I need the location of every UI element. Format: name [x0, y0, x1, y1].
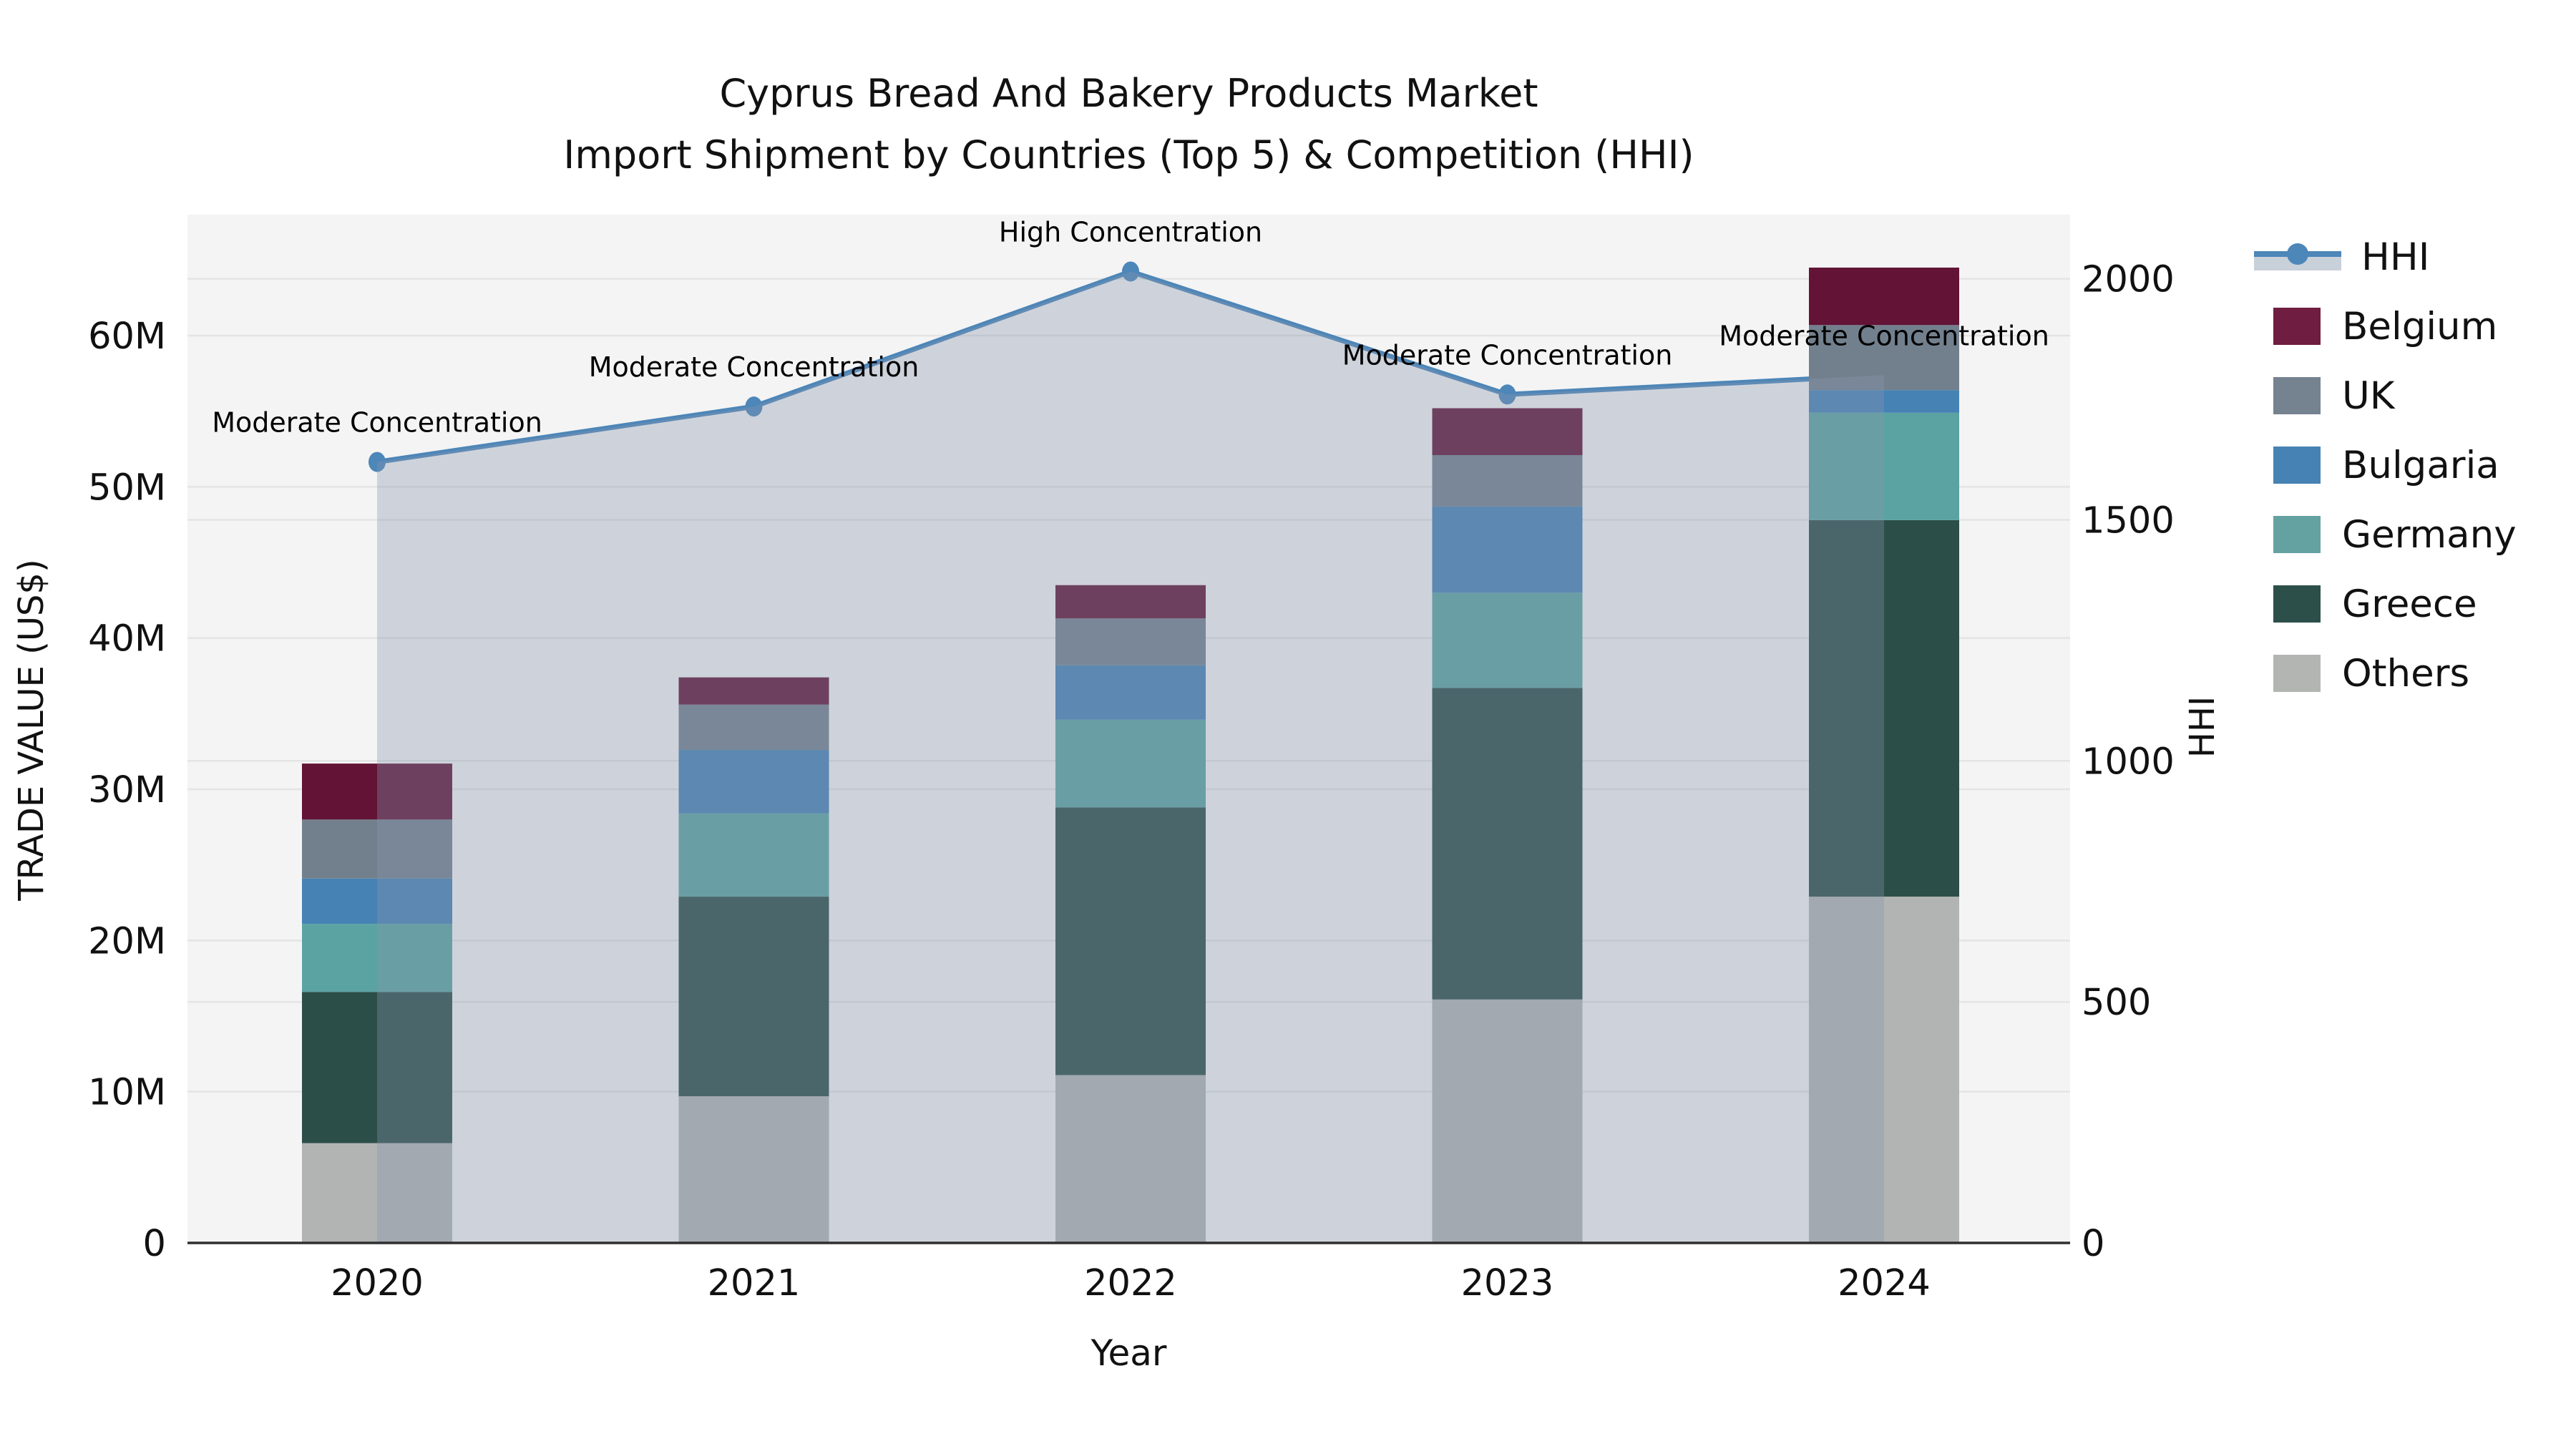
bar-2022: [1055, 585, 1206, 1243]
legend-entry-belgium: Belgium: [2254, 304, 2517, 348]
bar-segment-belgium-2023: [1432, 408, 1583, 456]
hhi-marker: [369, 452, 386, 472]
bar-segment-others-2021: [678, 1096, 829, 1243]
bar-segment-greece-2024: [1809, 519, 1959, 897]
y-left-tick: 10M: [88, 1072, 166, 1114]
y-left-tick: 20M: [88, 920, 166, 962]
legend: HHI Belgium UK Bulgaria Germany Greece Others: [2254, 235, 2517, 723]
bar-2021: [678, 677, 829, 1243]
bar-segment-belgium-2020: [302, 763, 452, 820]
y-right-tick: 1000: [2082, 741, 2175, 783]
bar-segment-others-2023: [1432, 999, 1583, 1243]
bar-2023: [1432, 408, 1583, 1243]
legend-swatch-belgium: [2273, 308, 2321, 345]
bar-segment-germany-2023: [1432, 592, 1583, 688]
y-left-tick: 50M: [88, 467, 166, 509]
x-tick-2021: 2021: [708, 1262, 801, 1304]
legend-label: Germany: [2342, 512, 2517, 557]
bar-segment-germany-2020: [302, 924, 452, 992]
legend-swatch-germany: [2273, 516, 2321, 553]
hhi-line-icon: [2254, 243, 2341, 271]
legend-label: UK: [2342, 374, 2395, 418]
bar-segment-belgium-2022: [1055, 585, 1206, 619]
hhi-marker: [1122, 261, 1139, 282]
x-tick-2020: 2020: [331, 1262, 424, 1304]
legend-entry-greece: Greece: [2254, 582, 2517, 626]
annotation-2023: Moderate Concentration: [1342, 339, 1673, 371]
bar-segment-greece-2021: [678, 897, 829, 1097]
bar-segment-others-2022: [1055, 1075, 1206, 1243]
bar-segment-uk-2022: [1055, 618, 1206, 665]
legend-entry-hhi: HHI: [2254, 235, 2517, 279]
legend-entry-others: Others: [2254, 651, 2517, 696]
bar-segment-uk-2020: [302, 819, 452, 879]
bar-segment-uk-2023: [1432, 455, 1583, 507]
bar-2020: [302, 763, 452, 1243]
legend-swatch-bulgaria: [2273, 447, 2321, 484]
bar-segment-bulgaria-2023: [1432, 506, 1583, 593]
legend-entry-germany: Germany: [2254, 512, 2517, 557]
legend-label: Bulgaria: [2342, 443, 2499, 487]
legend-swatch-uk: [2273, 377, 2321, 414]
bar-segment-belgium-2021: [678, 677, 829, 705]
bar-segment-germany-2022: [1055, 719, 1206, 808]
legend-label: Belgium: [2342, 304, 2498, 348]
y-left-tick: 60M: [88, 316, 166, 358]
bar-segment-bulgaria-2021: [678, 750, 829, 814]
annotation-2022: High Concentration: [999, 216, 1262, 248]
x-axis-title: Year: [1091, 1332, 1167, 1374]
y-right-tick: 500: [2082, 982, 2151, 1024]
legend-entry-bulgaria: Bulgaria: [2254, 443, 2517, 487]
annotation-2021: Moderate Concentration: [589, 351, 919, 383]
bar-segment-greece-2022: [1055, 807, 1206, 1075]
y-right-tick: 0: [2082, 1223, 2104, 1265]
bar-segment-germany-2024: [1809, 412, 1959, 520]
bar-segment-uk-2024: [1809, 325, 1959, 391]
y-axis-title-left: TRADE VALUE (US$): [11, 559, 52, 901]
bar-segment-others-2020: [302, 1143, 452, 1243]
legend-label: Others: [2342, 651, 2470, 696]
y-right-tick: 2000: [2082, 259, 2175, 301]
bar-segment-bulgaria-2020: [302, 878, 452, 924]
bar-segment-bulgaria-2022: [1055, 665, 1206, 720]
y-right-tick: 1500: [2082, 499, 2175, 542]
legend-label: HHI: [2361, 235, 2430, 279]
x-tick-2023: 2023: [1461, 1262, 1554, 1304]
bar-segment-germany-2021: [678, 813, 829, 897]
annotation-2024: Moderate Concentration: [1719, 320, 2049, 351]
bar-segment-bulgaria-2024: [1809, 390, 1959, 413]
hhi-marker: [1498, 384, 1516, 405]
bar-segment-greece-2020: [302, 992, 452, 1143]
legend-swatch-others: [2273, 655, 2321, 692]
legend-entry-uk: UK: [2254, 374, 2517, 418]
bar-2024: [1809, 267, 1959, 1243]
chart-subtitle: Import Shipment by Countries (Top 5) & C…: [563, 132, 1694, 177]
x-tick-2022: 2022: [1084, 1262, 1177, 1304]
hhi-marker: [745, 396, 763, 417]
legend-swatch-greece: [2273, 585, 2321, 623]
bar-segment-uk-2021: [678, 704, 829, 751]
annotation-2020: Moderate Concentration: [212, 407, 542, 439]
chart-title: Cyprus Bread And Bakery Products Market: [719, 71, 1538, 116]
legend-label: Greece: [2342, 582, 2477, 626]
x-tick-2024: 2024: [1838, 1262, 1931, 1304]
y-left-tick: 0: [143, 1223, 166, 1265]
y-axis-title-right: HHI: [2182, 696, 2223, 758]
hhi-area: [377, 271, 1884, 1244]
y-left-tick: 30M: [88, 769, 166, 811]
y-left-tick: 40M: [88, 618, 166, 660]
bar-segment-others-2024: [1809, 897, 1959, 1243]
bar-segment-belgium-2024: [1809, 267, 1959, 326]
bar-segment-greece-2023: [1432, 688, 1583, 1000]
